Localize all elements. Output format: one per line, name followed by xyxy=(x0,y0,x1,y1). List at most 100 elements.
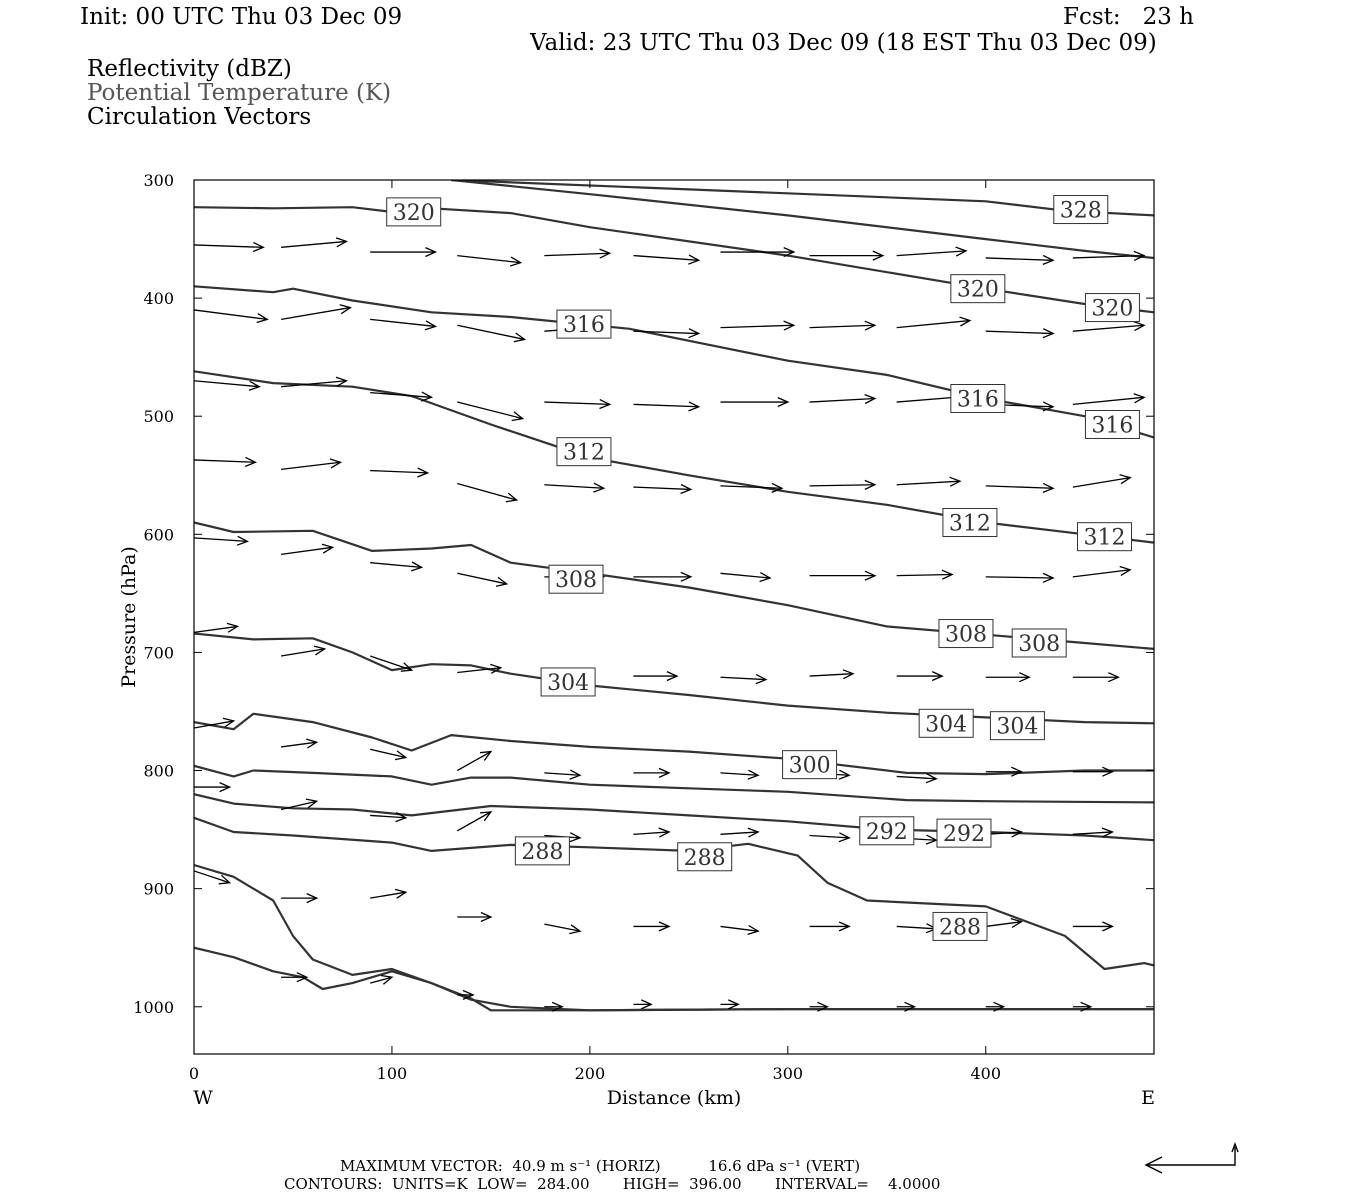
contour-label: 316 xyxy=(1084,409,1140,439)
y-tick-label: 800 xyxy=(143,762,174,781)
circulation-vector xyxy=(633,827,671,838)
x-tick-label: 100 xyxy=(377,1064,408,1083)
circulation-vector xyxy=(720,674,768,685)
reference-vector-icon xyxy=(1144,1142,1239,1174)
contour-label: 320 xyxy=(950,274,1006,304)
contour-info-note: CONTOURS: UNITS=K LOW= 284.00 HIGH= 396.… xyxy=(284,1175,941,1193)
theta-contour-320 xyxy=(194,206,1154,314)
contour-label-text: 320 xyxy=(1091,297,1133,322)
circulation-vector xyxy=(985,672,1031,683)
contour-label: 304 xyxy=(989,711,1045,741)
y-tick-label: 400 xyxy=(143,289,174,308)
field-circulation-vectors: Circulation Vectors xyxy=(87,104,312,130)
circulation-vector xyxy=(457,482,519,503)
contour-label-text: 292 xyxy=(866,820,908,845)
field-reflectivity: Reflectivity (dBZ) xyxy=(87,56,292,82)
circulation-vector xyxy=(457,989,475,1000)
y-tick-label: 500 xyxy=(143,407,174,426)
circulation-vector xyxy=(457,401,525,422)
circulation-vector xyxy=(281,458,343,471)
circulation-vector xyxy=(985,827,1023,838)
circulation-vector xyxy=(456,750,493,772)
init-time: Init: 00 UTC Thu 03 Dec 09 xyxy=(80,4,403,30)
circulation-vector xyxy=(370,247,438,258)
contour-label: 316 xyxy=(556,309,612,339)
contour-label: 316 xyxy=(950,384,1006,413)
circulation-vector xyxy=(193,309,269,324)
circulation-vector xyxy=(896,773,938,784)
circulation-vector xyxy=(633,921,671,932)
contour-label-text: 312 xyxy=(563,441,605,466)
circulation-vector xyxy=(809,393,877,405)
circulation-vector xyxy=(281,237,348,248)
circulation-vector xyxy=(985,254,1055,266)
contour-label: 320 xyxy=(386,197,442,227)
contour-label-text: 304 xyxy=(925,712,967,737)
x-tick-label: 200 xyxy=(575,1064,606,1083)
circulation-vector xyxy=(457,572,509,587)
circulation-vector xyxy=(809,921,851,932)
circulation-vector xyxy=(809,1001,829,1012)
circulation-vector xyxy=(370,391,434,402)
circulation-vector xyxy=(193,535,249,546)
circulation-vector xyxy=(1072,565,1132,578)
x-tick-label: 0 xyxy=(189,1064,199,1083)
circulation-vector xyxy=(457,911,493,923)
circulation-vector xyxy=(633,999,653,1010)
circulation-vector xyxy=(193,380,261,391)
y-tick-label: 1000 xyxy=(133,998,174,1017)
plot-frame xyxy=(193,179,1155,1055)
contour-label: 292 xyxy=(859,816,915,846)
contour-label: 320 xyxy=(1084,293,1140,323)
contour-label-text: 288 xyxy=(684,846,726,871)
circulation-vector xyxy=(1072,320,1146,332)
circulation-vector xyxy=(280,645,327,657)
contour-label: 304 xyxy=(918,708,974,738)
circulation-vector xyxy=(370,561,424,572)
y-tick-label: 600 xyxy=(143,525,174,544)
circulation-vector xyxy=(193,870,232,885)
theta-contour-312 xyxy=(194,370,1154,544)
circulation-vector xyxy=(1072,672,1120,683)
circulation-vector xyxy=(193,241,265,253)
circulation-vector xyxy=(1072,766,1114,777)
theta-contour-328 xyxy=(451,180,1154,217)
circulation-vector xyxy=(720,924,760,936)
circulation-vector xyxy=(1072,393,1146,406)
circulation-vector xyxy=(544,769,582,780)
circulation-vector xyxy=(633,401,701,412)
contour-label: 292 xyxy=(936,818,992,848)
circulation-vector xyxy=(370,748,408,761)
circulation-vector xyxy=(193,717,236,729)
maximum-vector-note: MAXIMUM VECTOR: 40.9 m s⁻¹ (HORIZ) 16.6 … xyxy=(340,1157,861,1175)
contour-label-text: 308 xyxy=(1018,632,1060,657)
contour-label: 308 xyxy=(1011,628,1067,658)
circulation-vector xyxy=(633,328,701,339)
contour-label: 312 xyxy=(1077,522,1133,552)
theta-contour-288 xyxy=(194,816,1154,971)
circulation-vector xyxy=(194,782,232,793)
circulation-vector xyxy=(720,827,760,838)
contour-label-text: 288 xyxy=(939,915,981,940)
contour-label-text: 312 xyxy=(949,512,991,537)
theta-contour-304 xyxy=(194,632,1154,725)
contour-label-text: 304 xyxy=(547,671,589,696)
circulation-vector xyxy=(369,655,414,672)
circulation-vector xyxy=(896,671,944,682)
circulation-vector xyxy=(809,832,851,843)
x-axis-label: Distance (km) xyxy=(607,1087,742,1109)
circulation-vector xyxy=(370,467,430,478)
contour-label-text: 320 xyxy=(957,278,999,303)
circulation-vector xyxy=(544,482,606,493)
circulation-vector xyxy=(633,671,679,682)
circulation-vector xyxy=(809,570,877,581)
circulation-vector xyxy=(457,663,503,674)
contour-label-text: 300 xyxy=(789,754,831,779)
contour-layer xyxy=(194,180,1154,1012)
contour-label-text: 304 xyxy=(996,715,1038,740)
circulation-vector xyxy=(281,543,335,556)
circulation-vector xyxy=(809,479,877,490)
circulation-vector xyxy=(633,767,671,778)
x-axis-east-label: E xyxy=(1141,1087,1155,1109)
theta-contour-284 xyxy=(194,863,1154,1012)
